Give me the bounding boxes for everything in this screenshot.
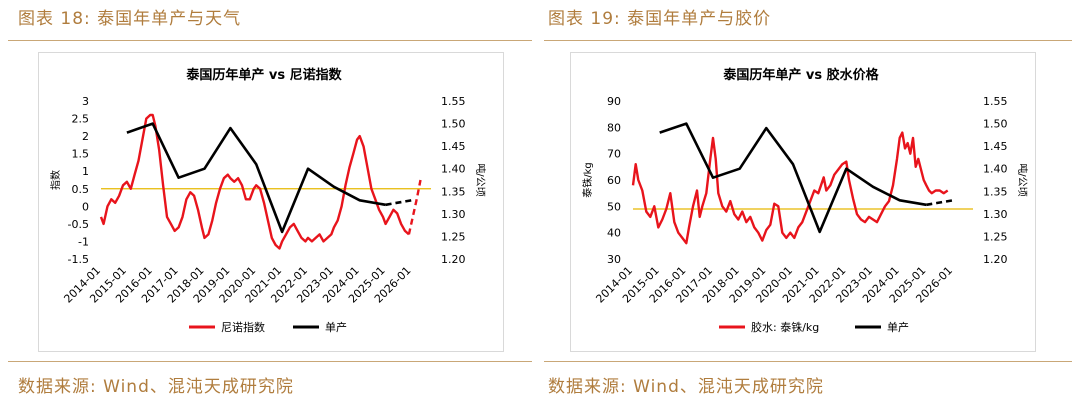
figure-19-chart-panel: 泰国历年单产 vs 胶水价格 90 80 70 60 50 40 30 1.55 1.50 1.45… <box>570 52 1036 352</box>
chart-title: 泰国历年单产 vs 尼诺指数 <box>185 67 342 83</box>
series-line-left <box>99 113 410 250</box>
series-line-right-forecast <box>926 199 954 207</box>
figure-19-title: 图表 19: 泰国年单产与胶价 <box>548 9 772 29</box>
y-left-axis-label: 泰铢/kg <box>581 162 594 198</box>
y-left-axis-label: 指数 <box>49 170 62 190</box>
legend-label: 尼诺指数 <box>221 320 265 334</box>
series-line-right <box>126 122 386 234</box>
y-left-tick-label: -1 <box>78 235 89 248</box>
y-right-tick-label: 1.25 <box>441 230 466 243</box>
y-left-tick-label: 0 <box>82 200 89 213</box>
y-right-tick-label: 1.40 <box>983 163 1008 176</box>
y-right-tick-label: 1.50 <box>983 118 1008 131</box>
y-left-tick-label: 30 <box>607 253 621 266</box>
y-left-tick-label: 2 <box>82 130 89 143</box>
y-right-tick-label: 1.55 <box>983 95 1008 108</box>
y-left-tick-label: 70 <box>607 148 621 161</box>
series-line-right-forecast <box>385 199 412 207</box>
y-right-tick-label: 1.20 <box>983 253 1008 266</box>
y-right-tick-label: 1.35 <box>441 185 466 198</box>
figure-19-chart: 泰国历年单产 vs 胶水价格 90 80 70 60 50 40 30 1.55 1.50 1.45… <box>581 67 1029 334</box>
figure-18-source: 数据来源: Wind、混沌天成研究院 <box>18 377 294 397</box>
figure-18-title: 图表 18: 泰国年单产与天气 <box>18 9 242 29</box>
chart-title: 泰国历年单产 vs 胶水价格 <box>722 67 879 83</box>
y-right-tick-label: 1.30 <box>441 208 466 221</box>
y-right-axis-label: 吨/公顷 <box>1016 163 1029 196</box>
y-right-tick-label: 1.25 <box>983 230 1008 243</box>
y-right-axis-label: 吨/公顷 <box>474 163 487 196</box>
y-left-tick-label: 60 <box>607 174 621 187</box>
y-left-tick-label: 3 <box>82 95 89 108</box>
y-right-tick-label: 1.55 <box>441 95 466 108</box>
y-left-tick-label: -0.5 <box>68 218 89 231</box>
series-line-right <box>659 122 927 234</box>
y-left-tick-label: 1.5 <box>72 148 90 161</box>
legend-label: 胶水: 泰铢/kg <box>751 320 819 334</box>
y-left-tick-label: 0.5 <box>72 183 90 196</box>
y-left-tick-label: -1.5 <box>68 253 89 266</box>
figure-18-bottom-rule <box>8 361 532 362</box>
legend-label: 单产 <box>325 320 347 334</box>
legend-label: 单产 <box>887 320 909 334</box>
y-left-tick-label: 50 <box>607 200 621 213</box>
y-right-tick-label: 1.50 <box>441 118 466 131</box>
y-right-tick-label: 1.45 <box>983 140 1008 153</box>
y-right-tick-label: 1.30 <box>983 208 1008 221</box>
y-left-tick-label: 40 <box>607 227 621 240</box>
y-left-tick-label: 90 <box>607 95 621 108</box>
figure-18-chart-panel: 泰国历年单产 vs 尼诺指数 3 2.5 2 1.5 1 0.5 0 -0.5 -1 -1.5 1.5… <box>38 52 504 352</box>
figure-19-source: 数据来源: Wind、混沌天成研究院 <box>548 377 824 397</box>
y-right-tick-label: 1.35 <box>983 185 1008 198</box>
figure-18-top-rule <box>8 40 532 41</box>
figure-19-bottom-rule <box>544 361 1072 362</box>
y-right-tick-label: 1.40 <box>441 163 466 176</box>
figure-18-chart: 泰国历年单产 vs 尼诺指数 3 2.5 2 1.5 1 0.5 0 -0.5 -1 -1.5 1.5… <box>49 67 487 334</box>
y-left-tick-label: 80 <box>607 121 621 134</box>
figure-19-top-rule <box>544 40 1072 41</box>
y-right-tick-label: 1.20 <box>441 253 466 266</box>
y-right-tick-label: 1.45 <box>441 140 466 153</box>
series-line-left-forecast <box>407 179 422 235</box>
series-line-left <box>631 131 949 245</box>
y-left-tick-label: 2.5 <box>72 113 90 126</box>
y-left-tick-label: 1 <box>82 165 89 178</box>
